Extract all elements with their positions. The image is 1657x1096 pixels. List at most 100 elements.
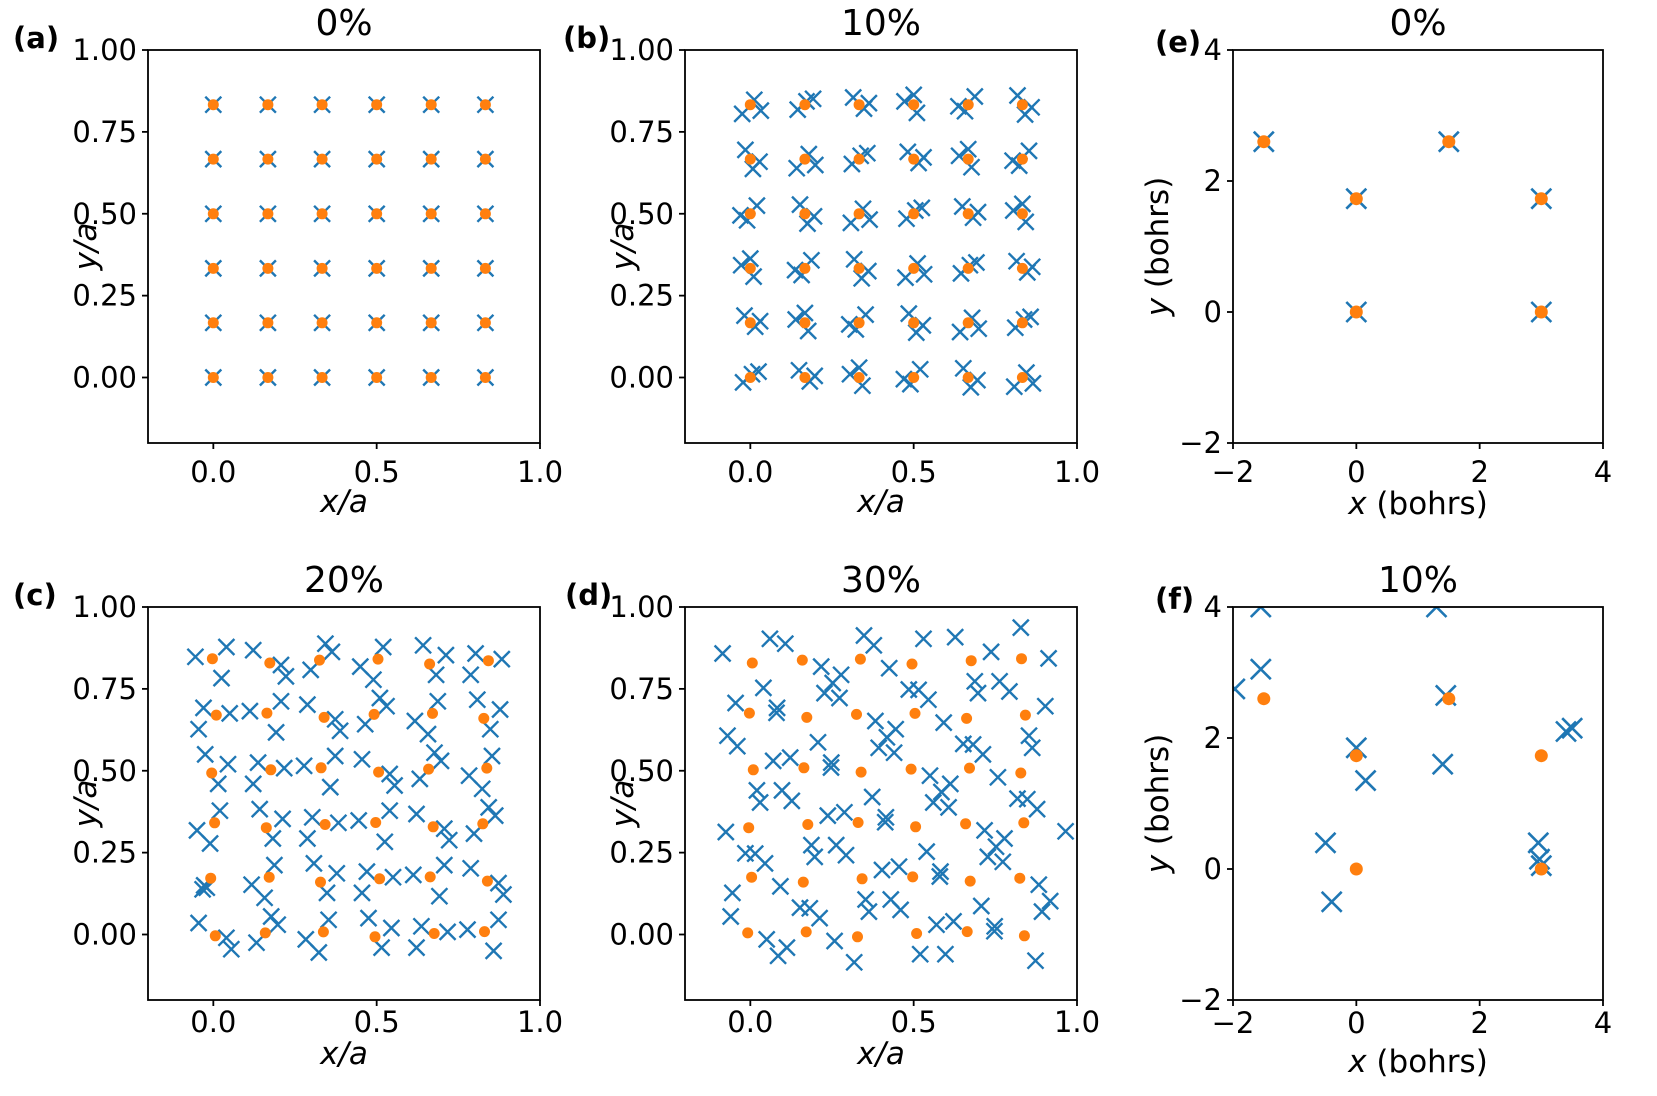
cross-marker	[764, 752, 783, 770]
cross-marker	[989, 768, 1007, 787]
cross-marker	[914, 148, 933, 167]
cross-marker	[1000, 682, 1019, 701]
cross-marker	[461, 665, 480, 684]
x-tick-label: 0.5	[891, 1005, 937, 1039]
cross-marker	[1023, 738, 1042, 757]
cross-marker	[440, 831, 459, 850]
dot-marker	[371, 153, 383, 165]
y-tick-label: 0.75	[72, 115, 137, 149]
cross-marker	[327, 864, 346, 883]
cross-marker	[1056, 822, 1075, 841]
cross-marker	[382, 919, 401, 937]
cross-marker	[972, 897, 991, 915]
cross-marker	[189, 720, 208, 739]
dot-marker	[316, 153, 328, 165]
plot-border	[684, 606, 1078, 1001]
cross-marker	[247, 933, 266, 952]
cross-marker	[461, 859, 480, 878]
cross-marker	[767, 703, 786, 722]
dot-marker	[801, 711, 813, 723]
dot-marker	[908, 262, 920, 274]
dot-marker	[800, 926, 812, 938]
dot-marker	[910, 821, 922, 833]
dot-marker	[479, 262, 491, 274]
dot-marker	[1534, 192, 1548, 206]
x-axis-label: x (bohrs)	[1347, 486, 1488, 522]
dot-marker	[316, 99, 328, 111]
panel-letter: (f)	[1155, 582, 1194, 616]
cross-marker	[329, 813, 348, 832]
cross-marker	[863, 788, 882, 806]
dot-marker	[1014, 872, 1026, 884]
dot-marker	[799, 208, 811, 220]
dot-marker	[314, 654, 325, 666]
cross-marker	[316, 634, 335, 653]
cross-marker	[267, 723, 285, 742]
panel-title: 0%	[1389, 3, 1446, 44]
dot-marker	[482, 655, 494, 667]
dot-marker	[262, 208, 274, 220]
dot-marker	[962, 262, 974, 274]
dot-marker	[425, 317, 437, 329]
cross-marker	[318, 884, 336, 902]
dot-marker	[798, 762, 810, 774]
cross-marker	[921, 766, 939, 785]
cross-marker	[809, 733, 827, 752]
x-axis-label: x/a	[856, 1036, 905, 1072]
cross-marker	[326, 710, 345, 729]
cross-marker	[425, 743, 444, 762]
cross-marker	[965, 672, 984, 691]
cross-marker	[856, 890, 875, 909]
cross-marker	[975, 821, 994, 840]
cross-marker	[309, 943, 328, 962]
cross-marker	[217, 928, 236, 947]
cross-marker	[969, 684, 987, 702]
marker-layer	[731, 86, 1042, 397]
cross-marker	[437, 646, 455, 664]
dot-marker	[316, 317, 328, 329]
dot-marker	[799, 317, 811, 329]
cross-marker	[1561, 717, 1584, 740]
dot-marker	[1016, 653, 1027, 665]
panel-letter: (d)	[565, 578, 612, 612]
cross-marker	[768, 699, 786, 717]
dot-marker	[799, 153, 811, 165]
dot-marker	[316, 372, 328, 383]
x-tick-label: 0.0	[727, 1005, 773, 1039]
dot-marker	[477, 818, 489, 830]
y-tick-label: 0	[1204, 852, 1222, 886]
cross-marker	[985, 922, 1004, 941]
cross-marker	[754, 679, 773, 697]
cross-marker	[812, 657, 831, 676]
dot-marker	[742, 927, 754, 939]
cross-marker	[927, 915, 946, 934]
x-tick-label: −2	[1212, 455, 1255, 489]
panel-title: 0%	[315, 3, 372, 44]
cross-marker	[277, 667, 295, 686]
y-tick-label: 0.75	[609, 672, 674, 706]
dot-marker	[744, 99, 756, 111]
dot-marker	[856, 873, 868, 885]
cross-marker	[796, 304, 814, 322]
cross-marker	[272, 656, 290, 674]
dot-marker	[262, 372, 274, 383]
dot-marker	[964, 875, 976, 887]
dot-marker	[1018, 930, 1030, 942]
cross-marker	[473, 779, 492, 798]
dot-marker	[1016, 317, 1028, 329]
dot-marker	[206, 767, 218, 779]
cross-marker	[489, 874, 508, 892]
x-tick-label: 2	[1470, 455, 1488, 489]
y-tick-label: 0.25	[72, 836, 137, 870]
cross-marker	[756, 854, 774, 873]
dot-marker	[371, 317, 383, 329]
cross-marker	[212, 669, 231, 687]
dot-marker	[799, 99, 811, 111]
cross-marker	[220, 704, 239, 723]
dot-marker	[425, 99, 437, 111]
y-tick-label: 4	[1204, 33, 1222, 67]
cross-marker	[895, 370, 913, 388]
dot-marker	[746, 657, 758, 669]
dot-marker	[372, 653, 384, 665]
cross-marker	[305, 854, 323, 873]
